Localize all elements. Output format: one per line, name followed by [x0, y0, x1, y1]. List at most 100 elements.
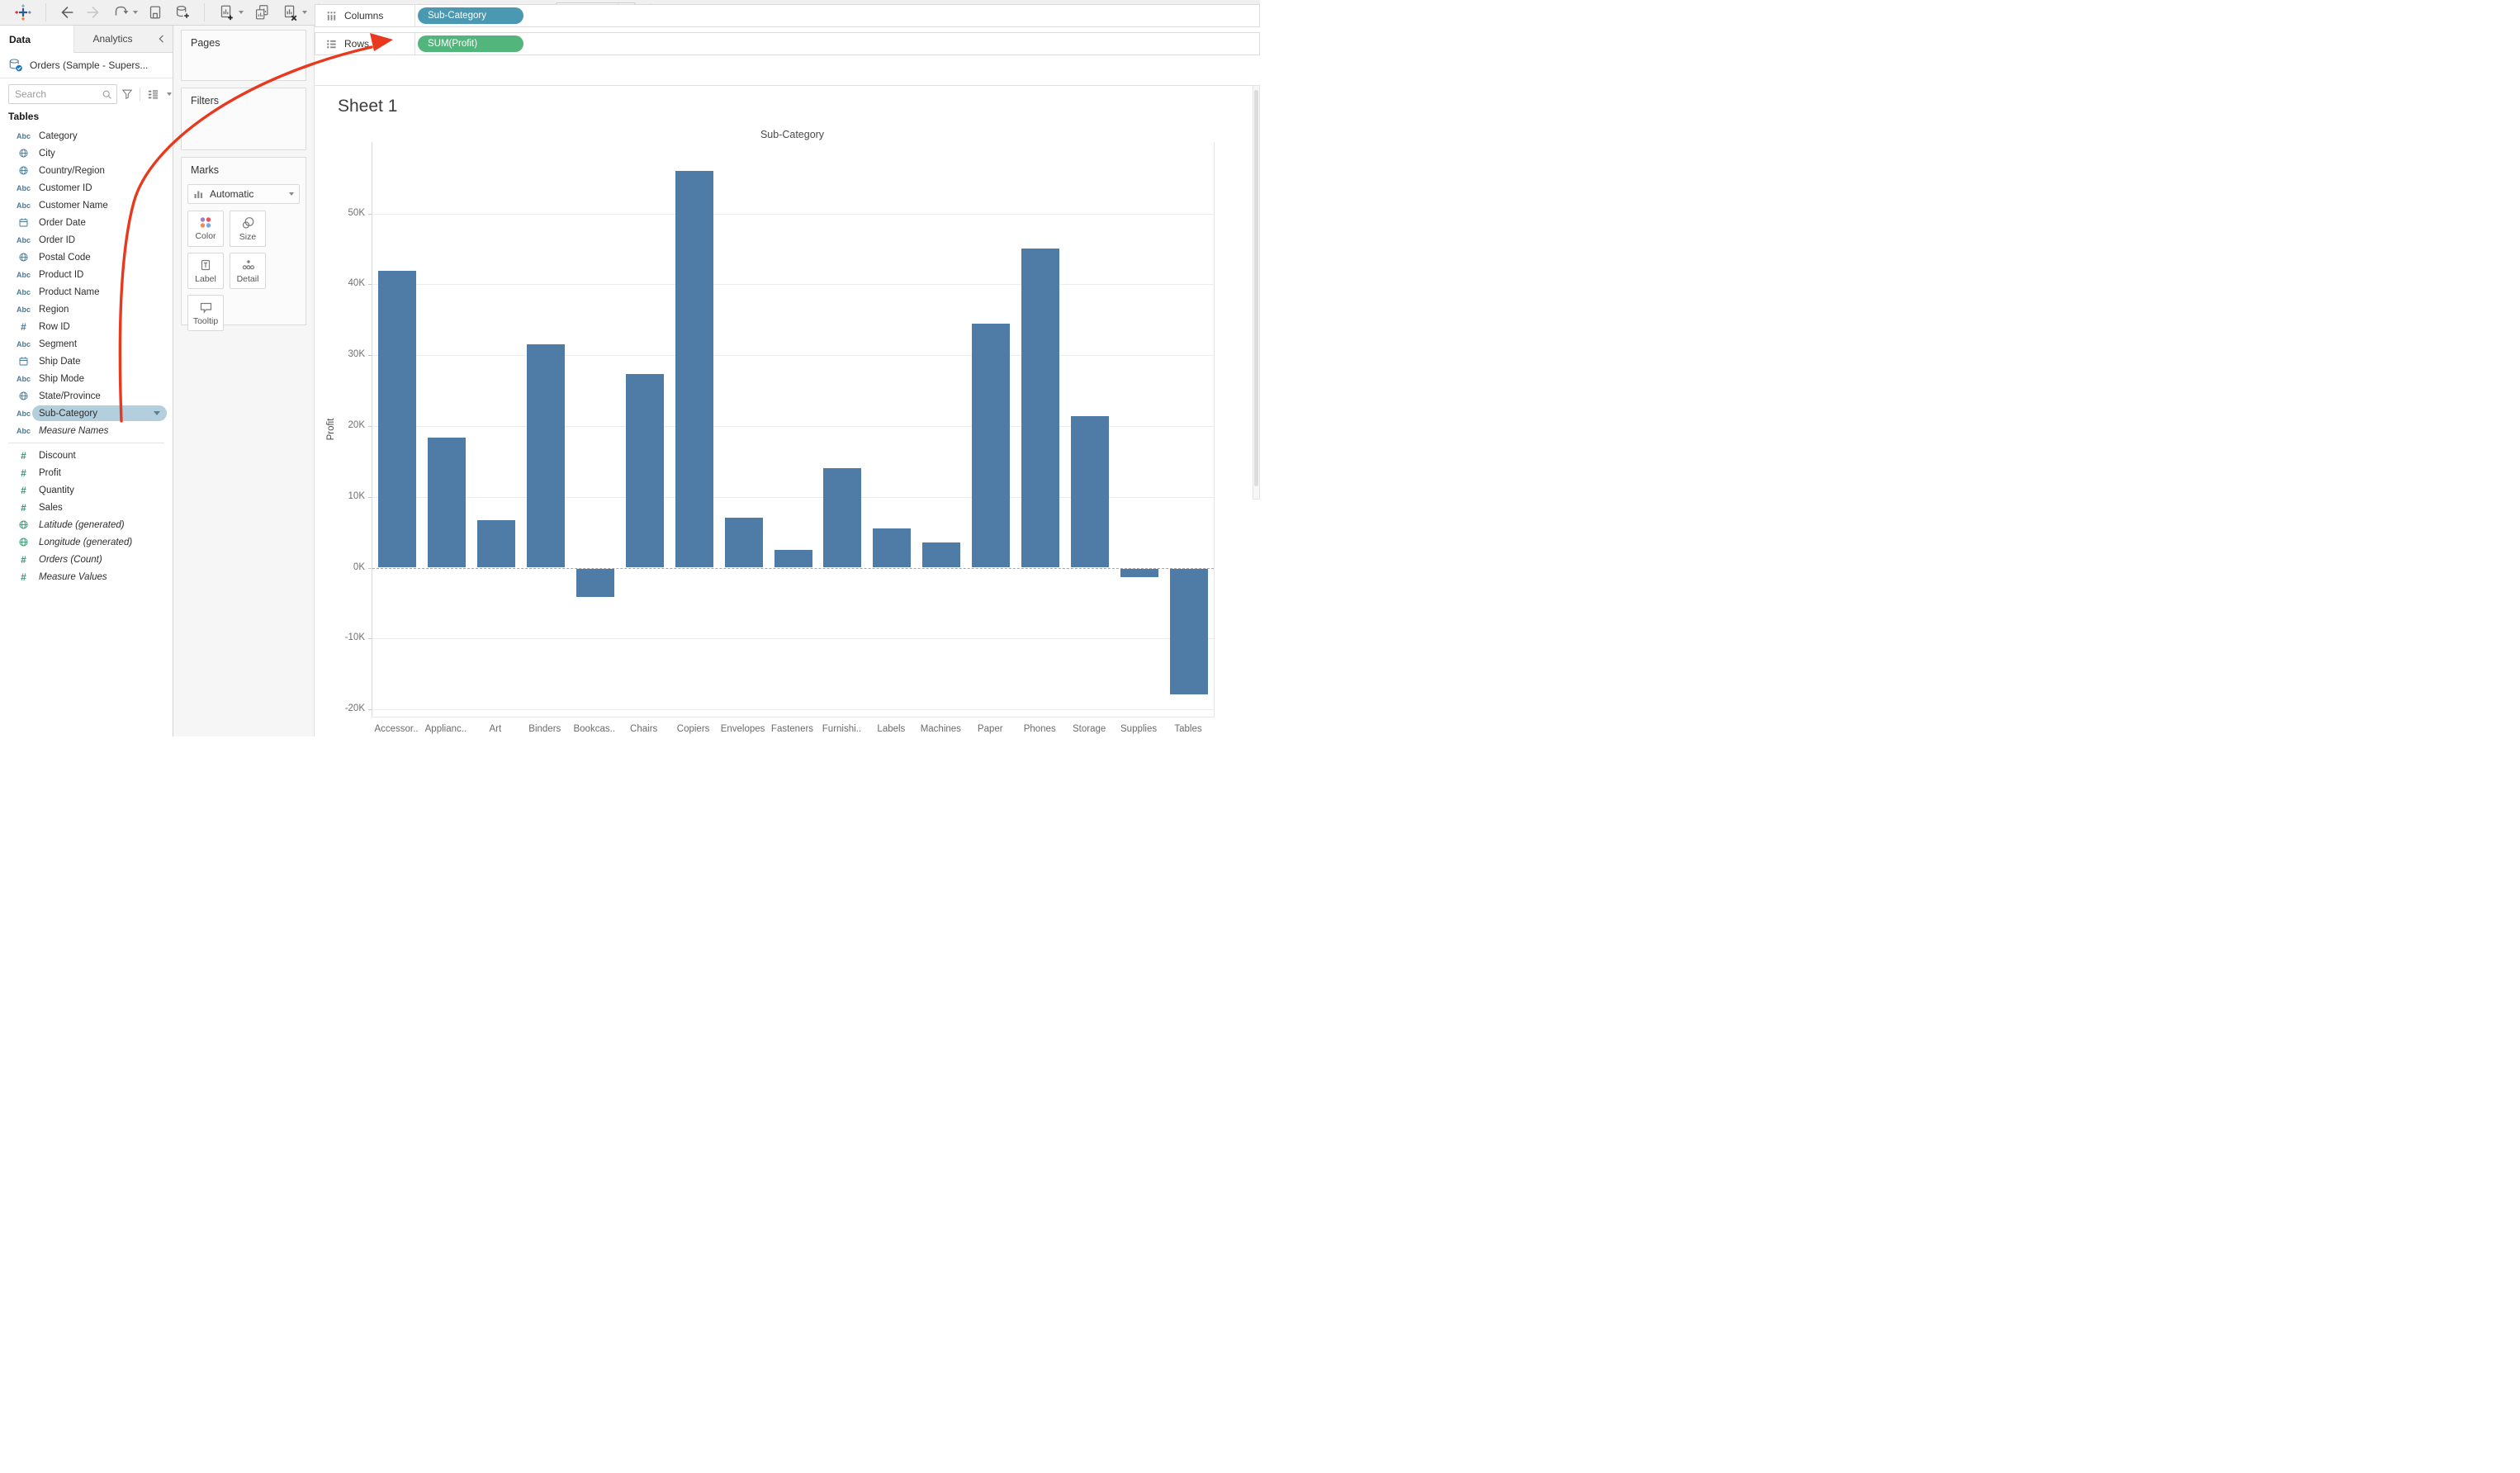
x-tick-label[interactable]: Bookcas..	[573, 724, 615, 734]
clear-sheet-dropdown-caret[interactable]	[302, 11, 307, 14]
bar-chairs[interactable]	[625, 374, 664, 568]
field-longitude-generated-[interactable]: Longitude (generated)	[0, 533, 173, 551]
view-options-icon[interactable]	[147, 89, 159, 100]
field-postal-code[interactable]: Postal Code	[0, 249, 173, 266]
field-latitude-generated-[interactable]: Latitude (generated)	[0, 516, 173, 533]
bar-fasteners[interactable]	[774, 550, 812, 568]
field-order-date[interactable]: Order Date	[0, 214, 173, 231]
field-ship-date[interactable]: Ship Date	[0, 353, 173, 370]
field-sales[interactable]: # Sales	[21, 501, 63, 514]
tooltip-mark-button[interactable]: Tooltip	[187, 295, 224, 331]
datasource-item[interactable]: Orders (Sample - Supers...	[0, 53, 173, 78]
bar-machines[interactable]	[922, 542, 961, 568]
field-orders-count-[interactable]: # Orders (Count)	[21, 553, 102, 566]
field-region[interactable]: Abc Region	[17, 304, 69, 315]
field-dropdown-caret[interactable]	[154, 411, 160, 415]
pill-sum-profit[interactable]: SUM(Profit)	[418, 36, 523, 52]
forward-button[interactable]	[83, 2, 104, 23]
bar-supplies[interactable]	[1120, 568, 1159, 577]
redo-button[interactable]	[109, 2, 140, 23]
add-datasource-button[interactable]	[171, 2, 194, 23]
search-input[interactable]	[9, 88, 97, 100]
field-country-region[interactable]: Country/Region	[0, 162, 173, 179]
field-measure-values[interactable]: # Measure Values	[21, 571, 107, 583]
new-worksheet-dropdown-caret[interactable]	[239, 11, 244, 14]
mark-type-dropdown[interactable]: Automatic	[187, 184, 300, 204]
bar-paper[interactable]	[972, 324, 1011, 568]
field-city[interactable]: City	[0, 144, 173, 162]
rows-shelf[interactable]: Rows SUM(Profit)	[315, 32, 1260, 55]
pages-shelf[interactable]: Pages	[181, 30, 306, 81]
field-state-province[interactable]: State/Province	[0, 387, 173, 405]
x-tick-label[interactable]: Binders	[528, 724, 561, 734]
field-customer-id[interactable]: Abc Customer ID	[17, 182, 92, 193]
vertical-scrollbar[interactable]	[1253, 85, 1260, 500]
x-tick-label[interactable]: Paper	[977, 724, 1003, 734]
back-button[interactable]	[56, 2, 78, 23]
bar-storage[interactable]	[1071, 415, 1110, 568]
field-product-id[interactable]: Abc Product ID	[17, 269, 84, 280]
tableau-logo-icon[interactable]	[11, 2, 36, 23]
detail-mark-button[interactable]: Detail	[230, 253, 266, 289]
field-ship-mode[interactable]: Abc Ship Mode	[17, 373, 84, 384]
bar-furnishi-[interactable]	[823, 468, 862, 568]
x-tick-label[interactable]: Furnishi..	[822, 724, 862, 734]
bar-tables[interactable]	[1170, 568, 1209, 695]
bar-art[interactable]	[476, 520, 515, 568]
field-product-name[interactable]: Abc Product Name	[17, 287, 100, 297]
x-tick-label[interactable]: Accessor..	[374, 724, 419, 734]
bar-envelopes[interactable]	[724, 518, 763, 568]
search-box[interactable]	[8, 84, 117, 104]
field-sub-category[interactable]: Abc Sub-Category	[0, 405, 173, 422]
x-tick-label[interactable]: Machines	[920, 724, 961, 734]
field-row-id[interactable]: # Row ID	[21, 320, 70, 333]
field-category[interactable]: Abc Category	[17, 130, 78, 141]
save-icon[interactable]	[144, 2, 166, 23]
x-tick-label[interactable]: Supplies	[1120, 724, 1158, 734]
pill-sub-category[interactable]: Sub-Category	[418, 7, 523, 24]
bar-bookcas-[interactable]	[576, 568, 614, 597]
duplicate-sheet-button[interactable]	[250, 2, 273, 23]
bar-binders[interactable]	[526, 344, 565, 568]
collapse-pane-button[interactable]	[151, 26, 173, 52]
color-mark-button[interactable]: Color	[187, 211, 224, 247]
x-tick-label[interactable]: Phones	[1023, 724, 1056, 734]
view-options-caret[interactable]	[167, 92, 172, 96]
bar-accessor-[interactable]	[377, 270, 416, 568]
abc-icon: Abc	[17, 235, 31, 244]
bar-labels[interactable]	[873, 528, 912, 568]
field-customer-name[interactable]: Abc Customer Name	[17, 200, 108, 211]
label-mark-button[interactable]: Label	[187, 253, 224, 289]
x-tick-label[interactable]: Applianc..	[424, 724, 467, 734]
filter-fields-icon[interactable]	[121, 88, 133, 100]
redo-dropdown-caret[interactable]	[133, 11, 138, 14]
x-tick-label[interactable]: Art	[489, 724, 502, 734]
field-segment[interactable]: Abc Segment	[17, 339, 78, 349]
x-tick-label[interactable]: Chairs	[630, 724, 658, 734]
x-tick-label[interactable]: Tables	[1174, 724, 1202, 734]
field-profit[interactable]: # Profit	[21, 467, 61, 479]
x-tick-label[interactable]: Labels	[877, 724, 906, 734]
field-order-id[interactable]: Abc Order ID	[17, 234, 76, 245]
tab-analytics[interactable]: Analytics	[92, 33, 133, 45]
field-measure-names[interactable]: Abc Measure Names	[17, 425, 109, 436]
x-tick-label[interactable]: Fasteners	[770, 724, 814, 734]
bar-copiers[interactable]	[675, 171, 713, 568]
y-tick-mark	[368, 284, 372, 286]
filters-shelf[interactable]: Filters	[181, 88, 306, 150]
size-mark-button[interactable]: Size	[230, 211, 266, 247]
hash-icon: #	[21, 484, 26, 496]
scrollbar-thumb[interactable]	[1254, 90, 1258, 486]
bar-applianc-[interactable]	[427, 438, 466, 568]
tab-data[interactable]: Data	[0, 26, 74, 53]
clear-sheet-button[interactable]	[278, 2, 309, 23]
columns-shelf[interactable]: Columns Sub-Category	[315, 4, 1260, 27]
new-worksheet-button[interactable]	[215, 2, 245, 23]
field-discount[interactable]: # Discount	[21, 449, 76, 462]
field-quantity[interactable]: # Quantity	[21, 484, 74, 496]
x-tick-label[interactable]: Copiers	[676, 724, 710, 734]
x-tick-label[interactable]: Envelopes	[720, 724, 765, 734]
x-tick-label[interactable]: Storage	[1073, 724, 1106, 734]
bar-phones[interactable]	[1021, 248, 1060, 568]
mark-type-caret[interactable]	[289, 192, 294, 196]
